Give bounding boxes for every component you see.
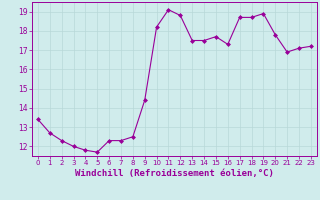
X-axis label: Windchill (Refroidissement éolien,°C): Windchill (Refroidissement éolien,°C) (75, 169, 274, 178)
